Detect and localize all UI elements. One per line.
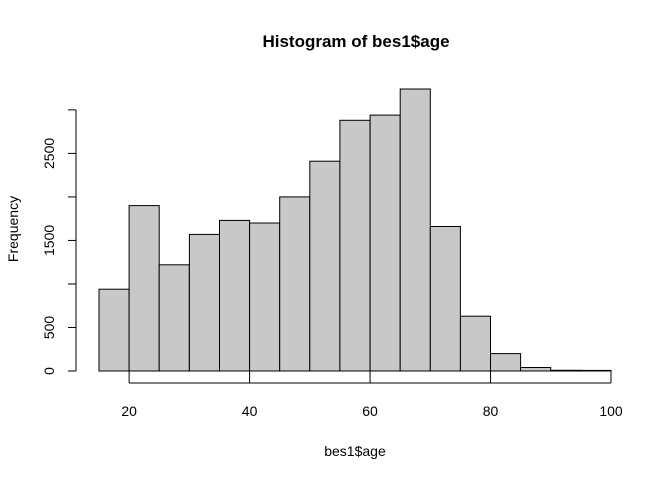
y-tick-label-1500: 1500 (41, 225, 57, 256)
x-tick-label-20: 20 (121, 403, 137, 419)
x-tick-label-40: 40 (242, 403, 258, 419)
x-tick-label-100: 100 (599, 403, 623, 419)
histogram-bar-45-50 (279, 196, 311, 372)
y-tick-label-0: 0 (41, 367, 57, 375)
histogram-bar-90-95 (550, 369, 582, 372)
y-axis: 0 500 1500 2500 (41, 109, 77, 375)
histogram-bar-60-65 (369, 114, 401, 372)
histogram-bar-80-85 (490, 353, 522, 372)
histogram-bar-75-80 (459, 315, 491, 372)
x-axis-label: bes1$age (324, 443, 386, 459)
histogram-bars (98, 88, 612, 372)
x-tick-label-80: 80 (483, 403, 499, 419)
x-tick-label-60: 60 (362, 403, 378, 419)
histogram-bar-25-30 (158, 264, 190, 372)
histogram-bar-35-40 (219, 219, 251, 372)
histogram-bar-95-100 (580, 369, 612, 372)
histogram-bar-20-25 (128, 205, 160, 372)
histogram-bar-40-45 (249, 222, 281, 372)
histogram-bar-30-35 (188, 233, 220, 372)
chart-title: Histogram of bes1$age (262, 32, 449, 51)
histogram-bar-55-60 (339, 119, 371, 372)
y-tick-label-500: 500 (41, 316, 57, 340)
histogram-bar-85-90 (520, 367, 552, 372)
histogram-bar-50-55 (309, 160, 341, 372)
histogram-bar-15-20 (98, 288, 130, 372)
y-tick-label-2500: 2500 (41, 138, 57, 169)
x-axis: 20 40 60 80 100 (121, 371, 623, 419)
histogram-bar-65-70 (399, 88, 431, 372)
y-axis-label: Frequency (5, 196, 21, 262)
histogram-bar-70-75 (429, 226, 461, 372)
